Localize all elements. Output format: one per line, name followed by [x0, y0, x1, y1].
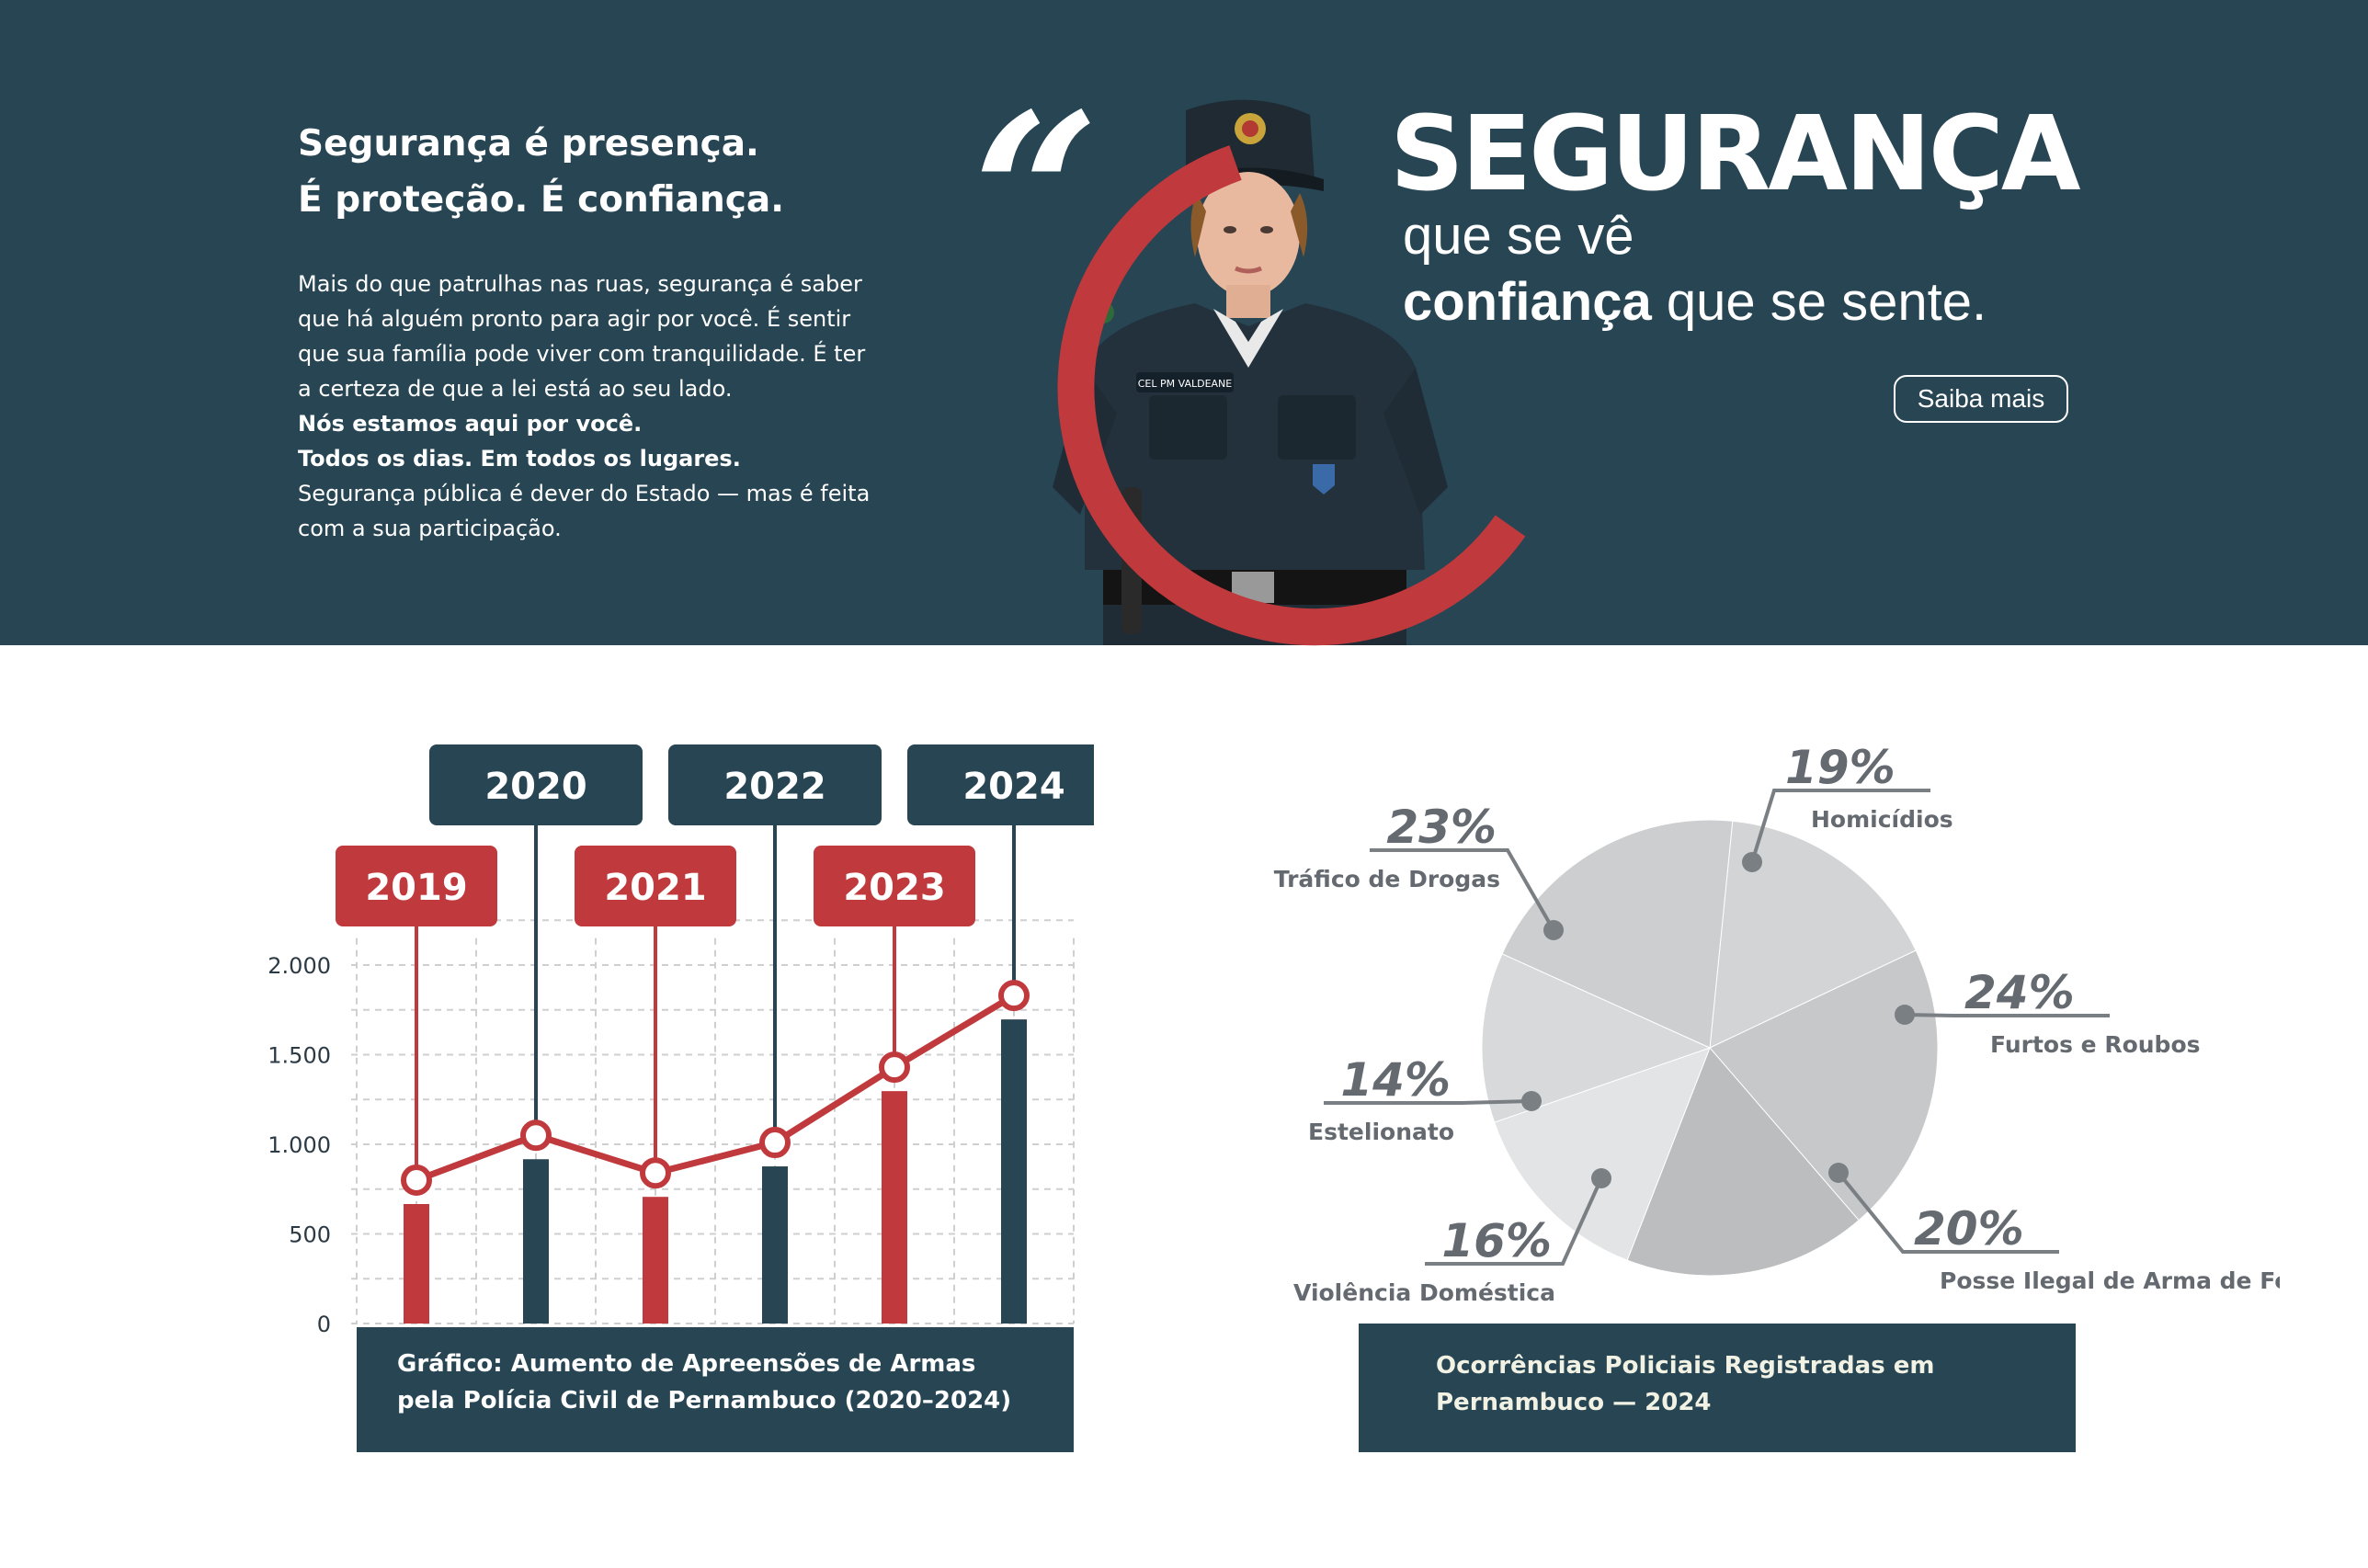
pie-slice	[1494, 1047, 1711, 1261]
subtitle-rest: que se sente.	[1651, 272, 1987, 332]
y-tick-label: 500	[289, 1222, 331, 1248]
trend-point	[879, 1051, 910, 1084]
body-line: que sua família pode viver com tranquili…	[298, 341, 866, 367]
pie-percent-label: 20%	[1914, 1202, 2024, 1256]
year-label: 2024	[962, 766, 1064, 808]
year-label: 2019	[365, 867, 467, 909]
pie-leader-line	[1750, 789, 1930, 863]
hero-heading-line2: É proteção. É confiança.	[298, 179, 785, 221]
pie-leader-line	[1904, 1013, 2110, 1017]
bar-chart: 0 500 1.000 1.500 2.000 2019 2020 2021 2022 2023 2…	[268, 744, 1094, 1337]
trend-point	[520, 1119, 552, 1152]
pie-leader-dot	[1742, 852, 1762, 872]
bar-2023	[882, 1091, 907, 1324]
caption-line: Pernambuco — 2024	[1436, 1389, 1712, 1416]
hero-heading-line1: Segurança é presença.	[298, 123, 759, 165]
caption-line: Gráfico: Aumento de Apreensões de Armas	[397, 1350, 976, 1378]
pie-slice	[1626, 1047, 1860, 1277]
bar-2019	[404, 1204, 429, 1324]
bar-2022	[762, 1166, 788, 1324]
year-label: 2020	[484, 766, 586, 808]
bar-chart-caption: Gráfico: Aumento de Apreensões de Armas …	[357, 1327, 1074, 1452]
y-tick-label: 1.000	[268, 1132, 331, 1158]
year-label-box	[907, 744, 1094, 825]
trend-point	[759, 1127, 791, 1159]
year-label-box	[429, 744, 643, 825]
pie-slice	[1501, 819, 1734, 1049]
caption-line: Ocorrências Policiais Registradas em	[1436, 1352, 1935, 1380]
caption-line: pela Polícia Civil de Pernambuco (2020–2…	[397, 1387, 1012, 1415]
hero-title: SEGURANÇA	[1390, 95, 2081, 214]
year-label: 2023	[843, 867, 945, 909]
hero-subtitle-line2: confiança que se sente.	[1403, 272, 1987, 333]
trend-point	[401, 1165, 432, 1196]
saiba-mais-button[interactable]: Saiba mais	[1894, 375, 2068, 423]
hero-body-text: Mais do que patrulhas nas ruas, seguranç…	[298, 267, 886, 546]
body-line: com a sua participação.	[298, 516, 562, 541]
hero-banner: Segurança é presença. É proteção. É conf…	[0, 0, 2368, 645]
pie-percent-label: 24%	[1964, 966, 2075, 1019]
pie-percent-label: 23%	[1386, 801, 1497, 854]
year-label-box	[575, 846, 736, 926]
pie-percent-label: 14%	[1340, 1053, 1451, 1107]
year-label-box	[336, 846, 497, 926]
pie-leader-line	[1324, 1099, 1532, 1105]
trend-point	[998, 980, 1030, 1012]
pie-category-label: Estelionato	[1308, 1119, 1454, 1145]
pie-category-label: Violência Doméstica	[1293, 1279, 1555, 1306]
pie-slice	[1481, 953, 1712, 1123]
pie-leader-line	[1425, 1177, 1603, 1266]
trend-point	[640, 1157, 671, 1189]
pie-chart-caption: Ocorrências Policiais Registradas em Per…	[1359, 1324, 2076, 1452]
pie-leader-line	[1370, 848, 1555, 931]
police-officer-illustration: CEL PM VALDEANE	[1053, 99, 1448, 645]
pie-category-label: Posse Ilegal de Arma de Fogo	[1940, 1267, 2280, 1294]
hero-subtitle-line1: que se vê	[1403, 206, 1634, 266]
pie-leader-dot	[1591, 1168, 1611, 1188]
bar-2020	[523, 1159, 549, 1324]
y-tick-label: 1.500	[268, 1043, 331, 1069]
pie-percent-label: 16%	[1441, 1214, 1552, 1267]
year-label-box	[814, 846, 975, 926]
pie-category-label: Furtos e Roubos	[1990, 1031, 2201, 1058]
bar-2021	[643, 1197, 668, 1324]
name-tag: CEL PM VALDEANE	[1138, 378, 1233, 390]
body-line: Segurança pública é dever do Estado — ma…	[298, 481, 871, 506]
pie-leader-line	[1837, 1171, 2059, 1254]
pie-category-label: Homicídios	[1811, 806, 1953, 833]
year-label-box	[668, 744, 882, 825]
body-line: Mais do que patrulhas nas ruas, seguranç…	[298, 271, 862, 297]
year-label: 2022	[723, 766, 825, 808]
pie-slice	[1709, 820, 1917, 1049]
body-bold-line: Todos os dias. Em todos os lugares.	[298, 446, 741, 472]
pie-percent-label: 19%	[1785, 741, 1896, 794]
subtitle-strong-word: confiança	[1403, 272, 1652, 332]
y-tick-label: 0	[317, 1312, 331, 1337]
pie-leader-dot	[1895, 1005, 1915, 1025]
y-tick-label: 2.000	[268, 953, 331, 979]
pie-leader-dot	[1543, 920, 1564, 940]
pie-category-label: Tráfico de Drogas	[1274, 866, 1500, 892]
hero-heading: Segurança é presença. É proteção. É conf…	[298, 116, 784, 228]
year-label: 2021	[604, 867, 706, 909]
pie-leader-dot	[1828, 1163, 1849, 1183]
bar-2024	[1001, 1019, 1027, 1324]
trend-line	[415, 993, 1016, 1184]
pie-chart: 19% Homicídios 24% Furtos e Roubos 20% Posse …	[1274, 741, 2280, 1306]
pie-slice	[1709, 949, 1939, 1221]
body-bold-line: Nós estamos aqui por você.	[298, 411, 643, 437]
body-line: a certeza de que a lei está ao seu lado.	[298, 376, 733, 402]
pie-leader-dot	[1521, 1091, 1542, 1111]
body-line: que há alguém pronto para agir por você.…	[298, 306, 851, 332]
